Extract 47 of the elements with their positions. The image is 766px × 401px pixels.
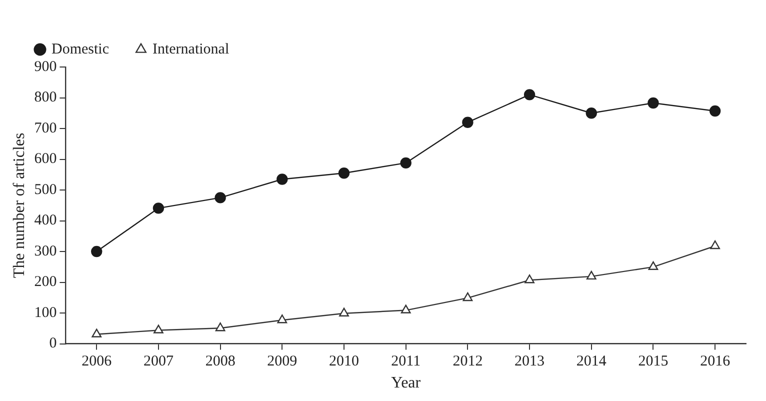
point	[462, 292, 473, 302]
point	[462, 116, 474, 128]
x-tick-label: 2011	[391, 354, 421, 370]
x-tick-label: 2007	[143, 354, 174, 370]
y-tick-label: 600	[34, 151, 57, 168]
y-tick-label: 800	[34, 90, 57, 106]
x-tick-label: 2014	[576, 354, 607, 370]
point	[710, 240, 720, 250]
point	[154, 324, 164, 334]
point	[214, 192, 226, 204]
point	[277, 314, 288, 324]
point	[152, 202, 164, 214]
point	[709, 105, 721, 117]
point	[400, 304, 411, 314]
x-tick-label: 2013	[514, 354, 545, 370]
y-tick-label: 0	[49, 336, 57, 352]
x-tick-label: 2012	[452, 354, 483, 370]
point	[276, 174, 288, 185]
point	[92, 328, 102, 338]
x-tick-label: 2010	[329, 354, 360, 370]
x-tick-label: 2016	[700, 354, 731, 370]
point	[648, 97, 659, 109]
x-tick-label: 2015	[638, 354, 668, 370]
point	[524, 274, 534, 284]
point	[524, 89, 536, 100]
y-tick-label: 200	[34, 274, 57, 290]
y-tick-label: 100	[34, 304, 57, 321]
point	[586, 270, 596, 280]
y-axis-title: The number of articles	[10, 132, 28, 278]
x-tick-label: 2008	[205, 354, 236, 370]
point	[338, 168, 350, 179]
point	[586, 108, 597, 119]
point	[339, 308, 349, 316]
x-tick-label: 2009	[267, 354, 298, 370]
y-tick-label: 900	[34, 58, 57, 75]
point	[648, 261, 658, 270]
point	[215, 322, 226, 332]
y-tick-label: 400	[34, 212, 57, 229]
y-tick-label: 300	[34, 243, 57, 260]
x-tick-label: 2006	[82, 354, 112, 370]
y-tick-label: 700	[34, 120, 57, 136]
x-axis-title: Year	[391, 374, 422, 392]
legend-label: International	[152, 41, 230, 58]
point	[400, 157, 412, 169]
point	[91, 246, 102, 258]
legend-label: Domestic	[52, 41, 110, 58]
y-tick-label: 500	[34, 182, 57, 198]
